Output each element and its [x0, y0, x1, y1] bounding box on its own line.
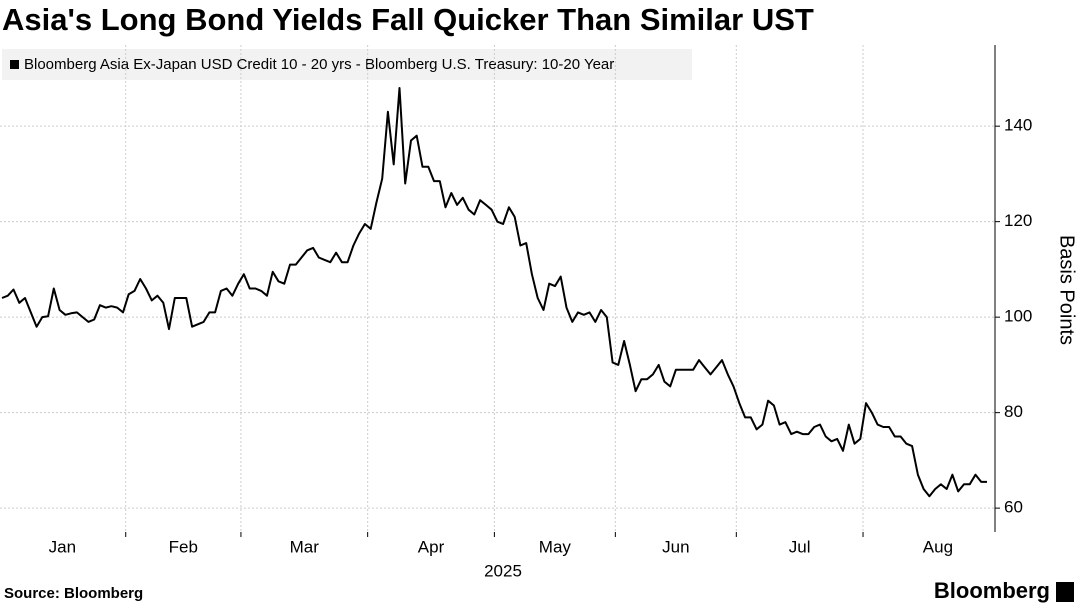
chart-title: Asia's Long Bond Yields Fall Quicker Tha…: [2, 2, 814, 37]
x-axis-title: 2025: [484, 561, 522, 580]
brand-icon: [1056, 582, 1074, 602]
y-tick-label: 100: [1004, 307, 1032, 326]
x-tick-label: Apr: [418, 537, 445, 556]
y-tick-label: 120: [1004, 211, 1032, 230]
x-tick-label: Jan: [49, 537, 76, 556]
x-tick-label: Jun: [662, 537, 689, 556]
brand-logo: Bloomberg: [934, 578, 1050, 603]
x-tick-label: Aug: [923, 537, 953, 556]
source: Source: Bloomberg: [4, 585, 143, 602]
x-tick-label: May: [539, 537, 572, 556]
y-axis-title: Basis Points: [1056, 235, 1078, 345]
legend-swatch: [10, 60, 19, 69]
x-tick-label: Jul: [789, 537, 811, 556]
legend-box: [2, 49, 692, 80]
y-tick-label: 80: [1004, 402, 1023, 421]
x-tick-label: Mar: [290, 537, 320, 556]
y-tick-label: 60: [1004, 498, 1023, 517]
x-tick-label: Feb: [169, 537, 198, 556]
y-tick-label: 140: [1004, 116, 1032, 135]
legend-label: Bloomberg Asia Ex-Japan USD Credit 10 - …: [24, 56, 614, 73]
line-series: [1, 87, 987, 498]
